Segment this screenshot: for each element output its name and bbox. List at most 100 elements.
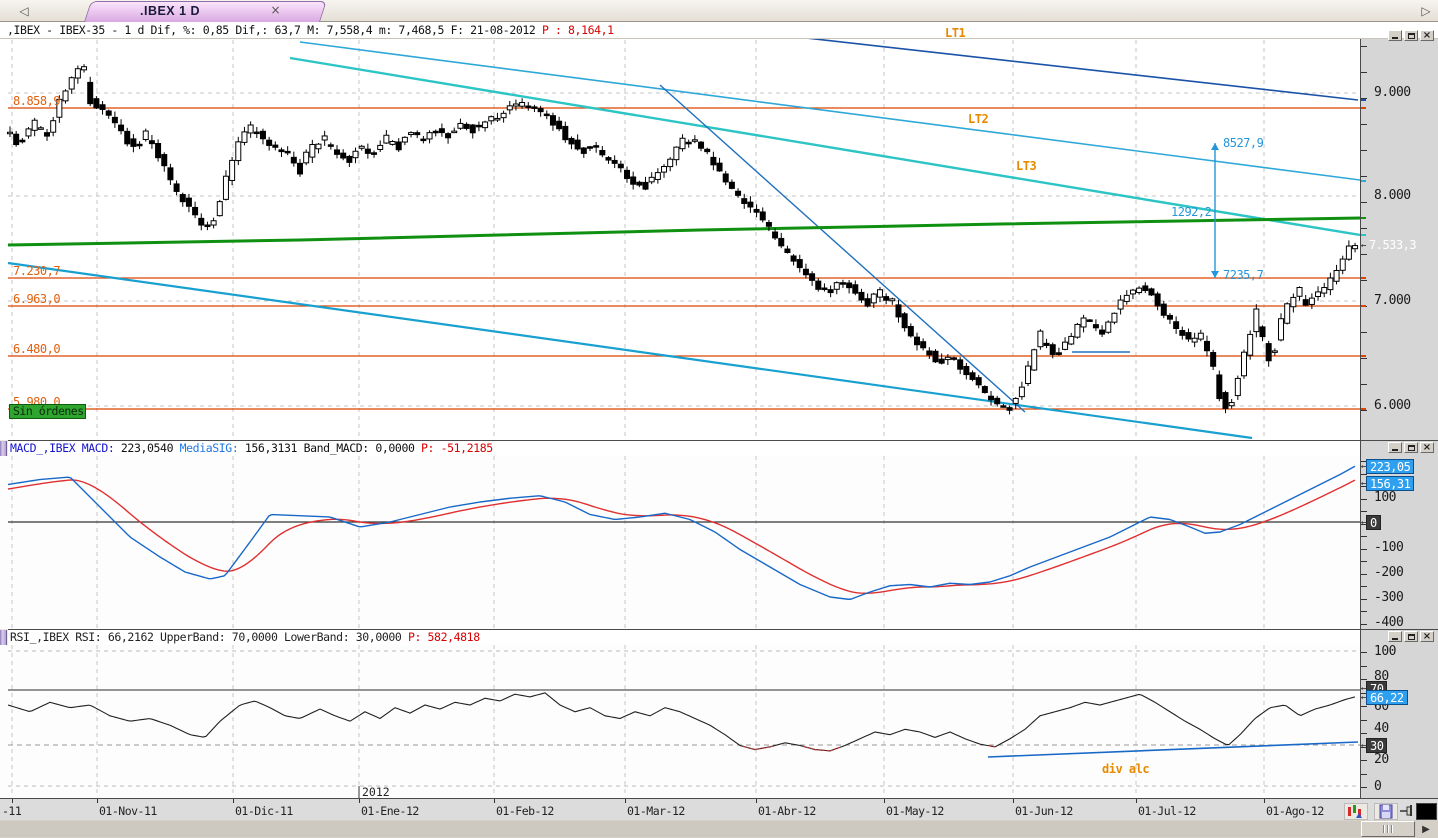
scrollbar-thumb[interactable] (1361, 821, 1415, 837)
horizontal-scrollbar[interactable] (0, 821, 1416, 837)
axis-tick (1361, 652, 1367, 653)
date-tick (756, 799, 757, 803)
maximize-button[interactable] (1404, 442, 1418, 453)
quote-p-value: P : 8,164,1 (541, 23, 614, 37)
axis-tick (1361, 549, 1367, 550)
maximize-button[interactable] (1404, 30, 1418, 41)
scroll-tabs-right-icon[interactable]: ▷ (1421, 4, 1431, 18)
axis-label: 8.000 (1374, 188, 1411, 203)
axis-tick (1361, 46, 1367, 47)
axis-tick (1361, 254, 1367, 255)
year-label: 2012 (362, 785, 390, 799)
minimize-button[interactable] (1388, 30, 1402, 41)
tab-bar: ◁ .IBEX 1 D × ▷ (0, 0, 1438, 22)
header-segment: 223,0540 (120, 441, 180, 455)
date-tick (1136, 799, 1137, 803)
axis-tick (1361, 679, 1367, 680)
axis-tick (1361, 574, 1367, 575)
header-segment: MACD_,IBEX MACD: (10, 441, 121, 455)
tab-label[interactable]: .IBEX 1 D (140, 4, 201, 18)
axis-label: 6.000 (1374, 398, 1411, 413)
axis-tick (1361, 332, 1367, 333)
main-panel-window-buttons: × (1388, 30, 1434, 41)
tab-ibex-1d-content[interactable]: .IBEX 1 D × (96, 2, 316, 21)
scrollbar-right-arrow[interactable]: ▶ (1422, 824, 1430, 835)
line-end-tick (1361, 107, 1366, 109)
trendline-label-lt1: LT1 (945, 26, 966, 40)
close-button[interactable]: × (1420, 30, 1434, 41)
value-box: 66,22 (1366, 690, 1408, 705)
close-button[interactable]: × (1420, 442, 1434, 453)
minimize-button[interactable] (1388, 442, 1402, 453)
header-segment: Band_MACD: 0,0000 (303, 441, 422, 455)
axis-tick (1361, 150, 1367, 151)
maximize-button[interactable] (1404, 631, 1418, 642)
current-value-arrow: ← (1361, 684, 1367, 694)
value-box: 0 (1366, 515, 1381, 530)
axis-label: 20 (1374, 752, 1389, 767)
axis-tick (1361, 693, 1367, 694)
minimize-button[interactable] (1388, 631, 1402, 642)
date-label: 01-Mar-12 (627, 804, 685, 818)
rsi-chart[interactable] (0, 645, 1360, 798)
axis-label: 0 (1374, 779, 1382, 794)
line-end-tick (1361, 217, 1366, 219)
date-tick (1264, 799, 1265, 803)
axis-tick (1361, 720, 1367, 721)
axis-tick (1361, 524, 1367, 525)
axis-tick (1361, 384, 1367, 385)
value-box: 223,05 (1366, 459, 1415, 474)
axis-label: -300 (1374, 590, 1404, 605)
rsi-axis[interactable]: 100 80 60 40 20 0 ← 70 ← 66,22 ← 30 (1360, 629, 1438, 798)
line-end-tick (1361, 234, 1366, 236)
macd-axis[interactable]: 100 -100 -200 -300 -400 ← 223,05 ← 156,31 ← 0 (1360, 440, 1438, 630)
price-chart[interactable] (0, 39, 1360, 440)
axis-tick (1361, 280, 1367, 281)
black-square-icon[interactable] (1416, 803, 1437, 820)
axis-tick (1361, 666, 1367, 667)
save-icon[interactable] (1374, 803, 1398, 820)
date-label: -11 (2, 804, 22, 818)
rsi-window-buttons: × (1388, 631, 1434, 642)
axis-tick (1361, 176, 1367, 177)
pin-icon[interactable] (1398, 803, 1416, 820)
axis-tick (1361, 586, 1367, 587)
axis-tick (1361, 624, 1367, 625)
axis-label: 7.000 (1374, 293, 1411, 308)
axis-tick (1361, 461, 1367, 462)
line-end-tick (1361, 408, 1366, 410)
price-axis[interactable]: 9.000 8.000 7.000 6.000 ← 7.533,3 (1360, 39, 1438, 440)
axis-tick (1361, 499, 1367, 500)
macd-window-buttons: × (1388, 442, 1434, 453)
tab-close-icon[interactable]: × (270, 3, 281, 17)
chart-icon[interactable] (1344, 803, 1368, 820)
axis-tick (1361, 202, 1367, 203)
macd-chart[interactable] (0, 456, 1360, 629)
date-axis[interactable]: -11 01-Nov-11 01-Dic-11 01-Ene-12 01-Feb-12 0… (0, 798, 1438, 820)
macd-header: MACD_,IBEX MACD: 223,0540 MediaSIG: 156,… (8, 440, 1360, 456)
current-value-arrow: ← (1361, 741, 1367, 751)
current-value-arrow: ← (1361, 518, 1367, 528)
axis-label: -200 (1374, 565, 1404, 580)
axis-tick (1361, 72, 1367, 73)
value-box: 30 (1366, 738, 1388, 753)
line-end-tick (1361, 99, 1366, 101)
level-label-1: 7.230,7 (13, 264, 61, 278)
scroll-tabs-left-icon[interactable]: ◁ (19, 4, 29, 18)
axis-tick (1361, 561, 1367, 562)
current-value-arrow: ← (1361, 462, 1367, 472)
no-orders-badge[interactable]: Sin órdenes (9, 404, 86, 419)
date-tick (1013, 799, 1014, 803)
date-label: 01-Nov-11 (99, 804, 157, 818)
axis-label: 9.000 (1374, 85, 1411, 100)
axis-label: -400 (1374, 615, 1404, 630)
date-tick (97, 799, 98, 803)
date-label: 01-Dic-11 (235, 804, 293, 818)
date-label: 01-Abr-12 (758, 804, 816, 818)
value-box: 7.533,3 (1369, 238, 1417, 252)
axis-label: -100 (1374, 540, 1404, 555)
axis-tick (1361, 747, 1367, 748)
axis-tick (1361, 599, 1367, 600)
close-button[interactable]: × (1420, 631, 1434, 642)
current-value-arrow: ← (1361, 241, 1367, 251)
